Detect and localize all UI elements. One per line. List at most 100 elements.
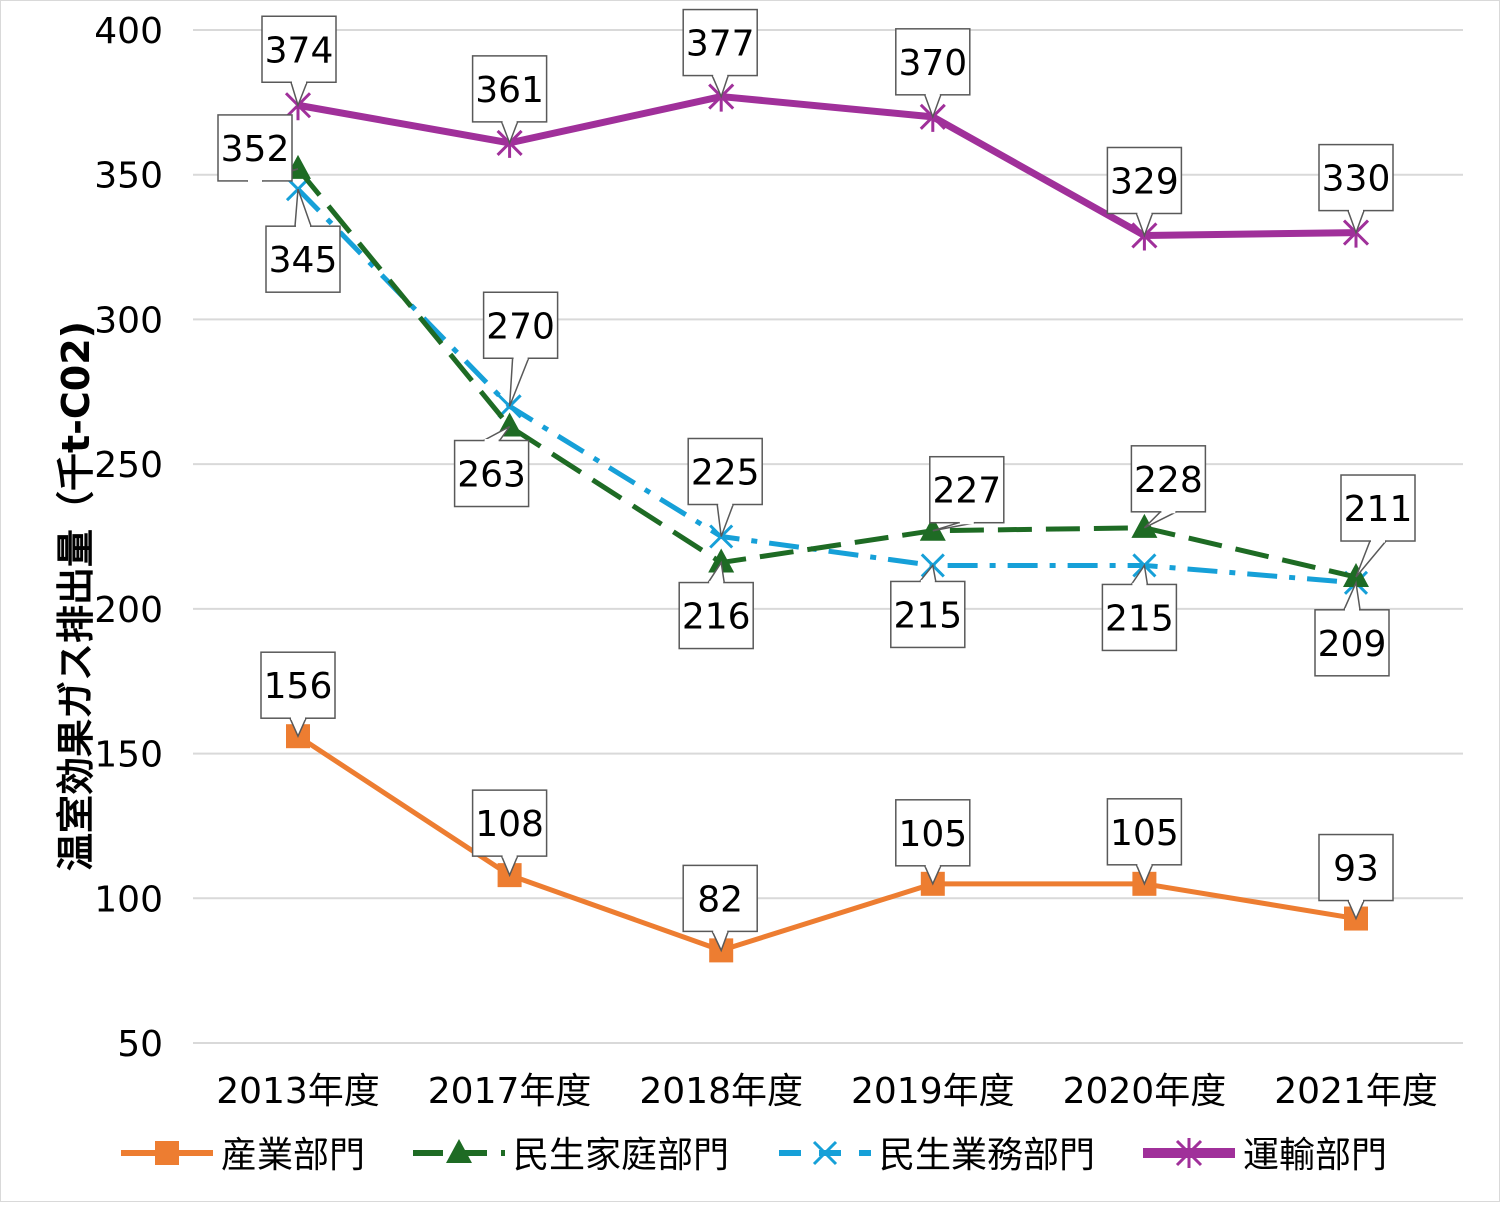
label-box [1318, 833, 1394, 902]
triangle-marker [1131, 513, 1158, 538]
label-box [260, 651, 336, 719]
triangle-marker [446, 1139, 472, 1163]
data-label-text: 352 [221, 129, 290, 170]
y-tick-label: 50 [117, 1024, 163, 1065]
label-box [682, 864, 758, 933]
data-label-text: 215 [893, 595, 962, 636]
label-box [1314, 609, 1390, 677]
data-label-text: 225 [691, 453, 760, 494]
data-label: 377 [682, 8, 758, 99]
data-label: 227 [929, 455, 1005, 532]
data-label-text: 345 [269, 240, 338, 281]
label-box [265, 225, 341, 293]
y-tick-label: 400 [94, 11, 163, 52]
x-tick-label: 2017年度 [428, 1071, 592, 1112]
y-tick-label: 200 [94, 590, 163, 631]
label-box [217, 114, 293, 182]
data-label-text: 330 [1322, 159, 1391, 200]
callout-pointer [1143, 511, 1177, 529]
data-label: 330 [1318, 143, 1394, 235]
legend-label: 民生家庭部門 [513, 1135, 729, 1176]
label-box [482, 291, 559, 360]
y-tick-label: 350 [94, 156, 163, 197]
data-label-text: 329 [1110, 161, 1179, 202]
data-label: 345 [265, 188, 341, 293]
label-box [682, 8, 758, 77]
legend-item: 産業部門 [121, 1135, 365, 1176]
data-label: 105 [895, 799, 971, 886]
x-tick-label: 2013年度 [216, 1071, 380, 1112]
data-label-text: 377 [686, 24, 755, 65]
data-label-text: 156 [264, 666, 333, 707]
triangle-marker [708, 548, 735, 573]
legend-label: 運輸部門 [1243, 1135, 1387, 1176]
label-box [895, 28, 971, 96]
data-label: 329 [1106, 146, 1183, 238]
data-label: 263 [453, 425, 530, 508]
series-1 [286, 724, 1368, 963]
data-label-text: 215 [1105, 598, 1174, 639]
data-label-text: 374 [265, 30, 334, 71]
asterisk-marker [1175, 1138, 1203, 1168]
data-label: 216 [678, 560, 754, 650]
label-box [1106, 146, 1183, 215]
series-line [296, 734, 1357, 953]
callout-pointer [508, 357, 530, 407]
label-box [261, 15, 337, 84]
label-box [895, 799, 971, 867]
data-label-text: 105 [898, 814, 967, 855]
legend-item: 民生業務部門 [779, 1135, 1095, 1176]
data-label-text: 108 [475, 804, 544, 845]
data-label: 105 [1106, 798, 1183, 886]
y-tick-label: 250 [94, 445, 163, 486]
series-line [296, 187, 1357, 586]
data-label-text: 82 [697, 879, 743, 920]
label-box [1106, 798, 1183, 866]
data-label: 93 [1318, 833, 1394, 921]
label-box [1101, 583, 1178, 652]
data-label: 374 [261, 15, 337, 108]
data-label-text: 270 [486, 306, 555, 347]
data-label: 209 [1314, 580, 1390, 677]
legend-item: 民生家庭部門 [413, 1135, 729, 1176]
data-label: 361 [471, 55, 548, 145]
data-label-text: 211 [1344, 489, 1413, 530]
data-label-text: 227 [932, 471, 1001, 512]
label-box [687, 437, 763, 506]
data-label: 228 [1130, 445, 1207, 529]
series-line [297, 93, 1357, 239]
data-label: 211 [1340, 474, 1416, 578]
y-tick-label: 100 [94, 879, 163, 920]
data-label: 225 [687, 437, 763, 537]
data-label-text: 93 [1333, 849, 1379, 890]
x-tick-label: 2020年度 [1063, 1071, 1227, 1112]
callout-pointer [918, 563, 937, 583]
data-label-text: 263 [457, 455, 526, 496]
callout-pointer [1355, 540, 1388, 578]
x-tick-label: 2021年度 [1274, 1071, 1438, 1112]
data-label-text: 105 [1110, 813, 1179, 854]
label-box [678, 581, 754, 650]
data-label-text: 228 [1134, 460, 1203, 501]
data-label-text: 216 [682, 597, 751, 638]
series-2 [285, 154, 1369, 588]
legend-label: 産業部門 [221, 1135, 365, 1176]
y-tick-label: 300 [94, 300, 163, 341]
series-line [296, 167, 1357, 580]
series-3 [285, 177, 1369, 595]
data-label: 370 [895, 28, 971, 120]
data-label: 215 [890, 563, 966, 649]
label-box [929, 455, 1005, 524]
x-marker [812, 1140, 838, 1166]
label-box [453, 439, 530, 508]
data-label: 156 [260, 651, 336, 739]
y-tick-label: 150 [94, 735, 163, 776]
x-tick-label: 2019年度 [851, 1071, 1015, 1112]
label-box [471, 789, 548, 857]
data-label-text: 361 [475, 70, 544, 111]
data-label: 352 [217, 114, 299, 183]
legend-label: 民生業務部門 [879, 1135, 1095, 1176]
data-label-text: 209 [1318, 624, 1387, 665]
